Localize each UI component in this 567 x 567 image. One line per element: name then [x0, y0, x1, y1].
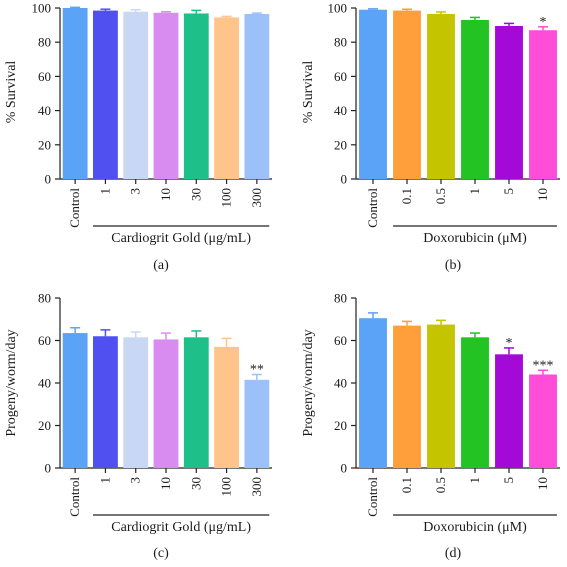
y-tick-label: 100	[32, 1, 52, 16]
x-tick-label: 3	[128, 477, 143, 484]
y-tick-label: 80	[334, 291, 347, 306]
y-tick-label: 60	[334, 333, 347, 348]
bar-10	[153, 339, 179, 468]
group-label: Doxorubicin (μM)	[423, 520, 527, 535]
bar-1	[93, 336, 118, 468]
y-tick-label: 20	[334, 418, 347, 433]
bar-30	[183, 13, 209, 179]
bar-3	[123, 337, 149, 468]
bar-10	[153, 12, 179, 180]
x-tick-label: 0.5	[433, 477, 448, 493]
y-tick-label: 20	[38, 137, 51, 152]
y-axis-title: Progeny/worm/day	[4, 329, 19, 436]
x-tick-label: 100	[219, 477, 234, 497]
panel-caption: (d)	[445, 546, 462, 561]
y-tick-label: 80	[38, 291, 51, 306]
bar-0.5	[427, 13, 455, 179]
x-tick-label: 3	[128, 188, 143, 195]
y-tick-label: 0	[45, 461, 52, 476]
y-tick-label: 100	[328, 1, 348, 16]
x-tick-label: 300	[249, 477, 264, 497]
y-tick-label: 60	[38, 69, 51, 84]
panel-b: 0 20 40 60 80 100 % Survival Control 0.1 0.5 1 5 * 10…	[301, 1, 560, 273]
x-tick-label: Control	[67, 188, 82, 228]
bar-100	[214, 346, 239, 468]
panel-a: 0 20 40 60 80 100 % Survival Control 1 3 10 30 100 30…	[4, 1, 272, 273]
bar-300	[244, 13, 270, 179]
y-tick-label: 80	[334, 35, 347, 50]
bar-0.1	[393, 10, 421, 179]
panel-caption: (b)	[445, 258, 462, 273]
y-tick-label: 20	[334, 137, 347, 152]
bar-3	[123, 11, 149, 180]
x-tick-label: 1	[97, 188, 112, 195]
panel-caption: (a)	[153, 258, 169, 273]
x-tick-label: 5	[501, 477, 516, 484]
group-label: Cardiogrit Gold (μg/mL)	[111, 231, 251, 246]
x-tick-label: 10	[158, 188, 173, 201]
x-tick-label: Control	[67, 477, 82, 517]
y-tick-label: 0	[45, 172, 52, 187]
bar-Control	[62, 333, 88, 468]
group-label: Cardiogrit Gold (μg/mL)	[111, 520, 251, 535]
x-tick-label: 10	[535, 477, 550, 490]
x-tick-label: 1	[97, 477, 112, 484]
y-tick-label: 20	[38, 418, 51, 433]
x-tick-label: 30	[188, 188, 203, 201]
y-tick-label: 0	[341, 172, 348, 187]
x-tick-label: Control	[365, 188, 380, 228]
bar-10	[529, 30, 557, 180]
bar-300	[244, 379, 270, 468]
y-tick-label: 60	[38, 333, 51, 348]
bar-10	[529, 374, 557, 468]
bar-0.1	[393, 325, 421, 468]
x-tick-label: 100	[219, 188, 234, 208]
y-axis-title: Progeny/worm/day	[301, 329, 316, 436]
x-tick-label: Control	[365, 477, 380, 517]
bar-Control	[359, 318, 387, 468]
x-tick-label: 30	[188, 477, 203, 490]
bar-30	[183, 337, 209, 468]
bar-1	[461, 337, 489, 468]
y-tick-label: 80	[38, 35, 51, 50]
bar-1	[93, 10, 118, 179]
significance-marker: ***	[533, 358, 554, 373]
group-label: Doxorubicin (μM)	[423, 231, 527, 246]
y-tick-label: 60	[334, 69, 347, 84]
bar-5	[495, 25, 523, 179]
x-tick-label: 300	[249, 188, 264, 208]
bar-5	[495, 354, 523, 468]
y-tick-label: 40	[38, 376, 51, 391]
x-tick-label: 10	[535, 188, 550, 201]
significance-marker: **	[250, 363, 264, 378]
x-tick-label: 1	[467, 477, 482, 484]
bar-100	[214, 17, 239, 180]
y-tick-label: 40	[334, 376, 347, 391]
x-tick-label: 1	[467, 188, 482, 195]
y-tick-label: 40	[38, 103, 51, 118]
panel-c: 0 20 40 60 80 Progeny/worm/day Control 1 3 10 30 10…	[4, 291, 272, 561]
y-axis-title: % Survival	[4, 61, 19, 124]
y-axis-title: % Survival	[301, 61, 316, 124]
x-tick-label: 10	[158, 477, 173, 490]
bar-1	[461, 19, 489, 179]
x-tick-label: 0.1	[399, 477, 414, 493]
bar-Control	[359, 9, 387, 179]
y-tick-label: 0	[341, 461, 348, 476]
y-tick-label: 40	[334, 103, 347, 118]
x-tick-label: 5	[501, 188, 516, 195]
bar-Control	[62, 8, 88, 179]
x-tick-label: 0.1	[399, 188, 414, 204]
panel-d: 0 20 40 60 80 Progeny/worm/day Control 0.1 0.5 1 *…	[301, 291, 560, 561]
panel-caption: (c)	[153, 546, 169, 561]
bar-0.5	[427, 324, 455, 468]
x-tick-label: 0.5	[433, 188, 448, 204]
significance-marker: *	[540, 15, 547, 30]
significance-marker: *	[506, 336, 513, 351]
